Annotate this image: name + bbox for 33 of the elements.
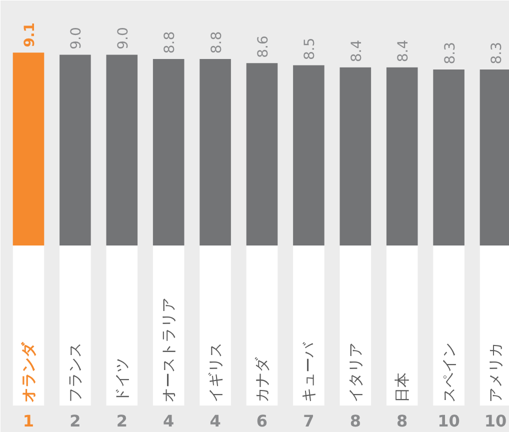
text: 8: [396, 412, 408, 430]
x-tick-label: スペイン: [440, 342, 458, 402]
text: 4: [163, 412, 174, 430]
x-tick-label: フランス: [66, 342, 84, 402]
text: 2: [70, 412, 81, 430]
data-label: 8.8: [162, 31, 178, 54]
x-tick-label: カナダ: [253, 356, 271, 402]
data-label: 8.5: [302, 38, 318, 60]
x-tick-label: イタリア: [346, 342, 364, 402]
data-label: 9.0: [115, 27, 132, 50]
x-tick-label: オーストラリア: [160, 298, 178, 402]
text: 2: [116, 412, 128, 430]
data-label: 9.0: [68, 27, 85, 50]
text: 7: [303, 412, 314, 430]
text: 6: [256, 412, 268, 430]
x-tick-label: ドイツ: [112, 358, 131, 402]
data-label: 8.3: [442, 42, 458, 64]
data-label: 8.4: [348, 40, 365, 62]
x-tick-label: イギリス: [206, 342, 224, 402]
text: 1: [22, 412, 34, 430]
text: 8: [350, 412, 361, 430]
data-label: 8.4: [396, 40, 412, 62]
data-label: 9.1: [22, 22, 38, 48]
text: 10: [484, 412, 507, 430]
text: 4: [210, 412, 221, 430]
x-tick-label: オランダ: [20, 342, 38, 402]
x-tick-label: 日本: [393, 372, 412, 402]
data-label: 8.3: [489, 42, 505, 64]
text: 10: [438, 412, 460, 430]
data-label: 8.6: [256, 36, 272, 58]
x-tick-label: キューバ: [300, 342, 318, 402]
data-label: 8.8: [208, 31, 225, 54]
x-tick-label: アメリカ: [486, 342, 504, 402]
